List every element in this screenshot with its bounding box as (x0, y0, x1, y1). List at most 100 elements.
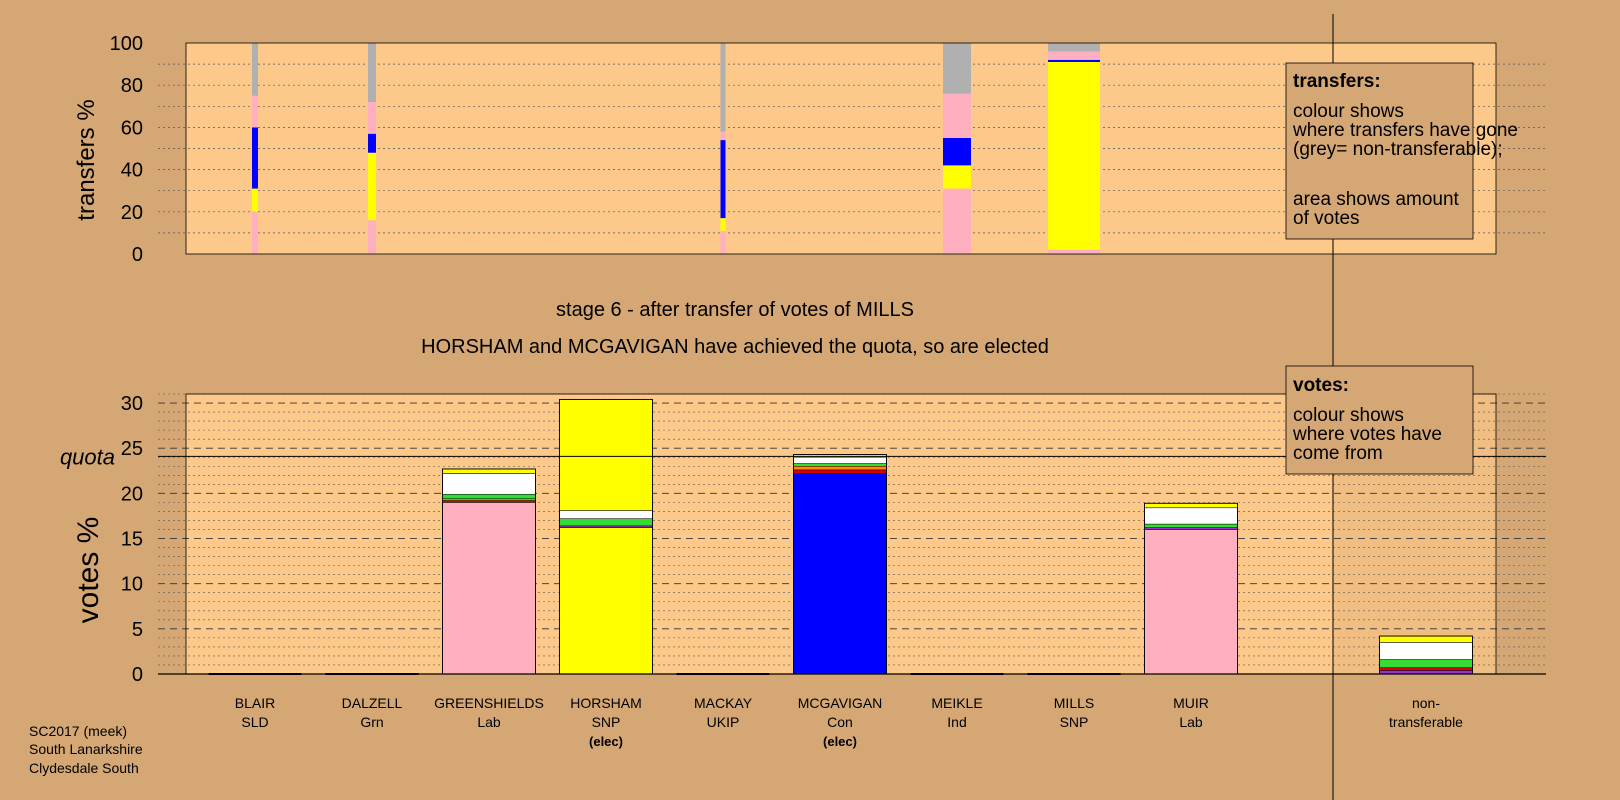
transfer-bar-segment-blair (252, 95, 258, 128)
transfer-bar-segment-dalzell (368, 152, 376, 221)
candidate-labels: BLAIR SLD DALZELL Grn GREENSHIELDS Lab HORSHAM… (235, 695, 1463, 749)
candidate-party: SLD (241, 714, 268, 730)
transfers-y-tick-label: 60 (121, 117, 143, 139)
votes-y-axis-label: votes % (72, 517, 105, 624)
vote-bar-segment-greenshields (442, 498, 536, 501)
transfer-bar-segment-meikle (943, 165, 971, 189)
transfer-bar-segment-dalzell (368, 102, 376, 134)
vote-bar-segment-non (1379, 659, 1473, 668)
transfer-bar-segment-dalzell (368, 220, 376, 254)
transfers-y-ticks: 0 20 40 60 80 100 (110, 33, 143, 266)
candidate-name: MUIR (1173, 695, 1209, 711)
votes-legend-text: colour shows where votes have come from (1292, 405, 1442, 464)
votes-y-tick-label: 20 (121, 483, 143, 505)
vote-bar-segment-non (1379, 667, 1473, 671)
votes-y-ticks: 0 5 10 15 20 25 30 (121, 393, 143, 686)
vote-bar-segment-mcgavigan (793, 466, 887, 471)
candidate-party: transferable (1389, 714, 1463, 730)
candidate-name: BLAIR (235, 695, 275, 711)
candidate-party: Ind (947, 714, 966, 730)
footer-line-1: SC2017 (meek) (29, 723, 127, 739)
votes-y-tick-label: 10 (121, 574, 143, 596)
transfer-bar-segment-mills (1048, 43, 1100, 52)
candidate-name: non- (1412, 695, 1440, 711)
vote-bar-segment-horsham (559, 527, 653, 675)
candidate-name: HORSHAM (570, 695, 642, 711)
transfers-bars (252, 43, 1100, 254)
quota-label: quota (60, 444, 115, 469)
transfers-y-tick-label: 80 (121, 75, 143, 97)
vote-bar-segment-muir (1144, 523, 1238, 528)
transfers-legend-text-2: area shows amount of votes (1293, 189, 1460, 229)
candidate-name: MCGAVIGAN (798, 695, 883, 711)
footer-line-2: South Lanarkshire (29, 741, 143, 757)
transfer-bar-segment-meikle (943, 43, 971, 94)
transfers-legend-box (1285, 62, 1474, 240)
transfer-bar-segment-blair (252, 211, 258, 254)
transfer-bar-segment-mackay (720, 218, 726, 231)
vote-bar-segment-muir (1144, 503, 1238, 509)
votes-y-tick-label: 30 (121, 393, 143, 415)
candidate-party: Con (827, 714, 853, 730)
transfers-y-axis-label: transfers % (73, 99, 100, 220)
transfer-bar-segment-mills (1048, 61, 1100, 250)
candidate-party: SNP (592, 714, 621, 730)
transfer-bar-segment-blair (252, 188, 258, 212)
vote-bar-segment-greenshields (442, 473, 536, 495)
candidate-name: DALZELL (342, 695, 403, 711)
vote-bar-segment-mcgavigan (793, 469, 887, 474)
candidate-party: Grn (360, 714, 383, 730)
votes-y-tick-label: 0 (132, 664, 143, 686)
transfer-bar-segment-blair (252, 43, 258, 96)
transfer-bar-segment-mackay (720, 140, 726, 219)
candidate-party: Lab (1179, 714, 1203, 730)
vote-bar-segment-horsham (559, 525, 653, 528)
transfer-bar-segment-dalzell (368, 43, 376, 103)
transfer-bar-segment-dalzell (368, 133, 376, 153)
transfers-legend-title: transfers: (1293, 71, 1381, 92)
candidate-name: MACKAY (694, 695, 753, 711)
votes-legend-title: votes: (1293, 375, 1349, 396)
vote-bar-segment-non (1379, 642, 1473, 660)
transfers-plot-frame (185, 42, 1497, 255)
transfers-legend-text: colour shows where transfers have gone (gr… (1292, 101, 1518, 160)
transfers-y-tick-label: 0 (132, 244, 143, 266)
candidate-name: GREENSHIELDS (434, 695, 544, 711)
transfer-bar-segment-meikle (943, 188, 971, 254)
votes-y-tick-label: 25 (121, 438, 143, 460)
transfers-y-tick-label: 100 (110, 33, 143, 55)
vote-bar-segment-greenshields (442, 494, 536, 500)
stage-title: stage 6 - after transfer of votes of MIL… (556, 299, 914, 321)
transfer-bar-segment-blair (252, 127, 258, 189)
vote-bar-segment-muir (1144, 529, 1238, 675)
vote-bar-segment-horsham (559, 510, 653, 519)
vote-bar-segment-mcgavigan (793, 473, 887, 675)
transfers-y-tick-label: 20 (121, 202, 143, 224)
vote-bar-segment-muir (1144, 527, 1238, 530)
transfer-bar-segment-mills (1048, 59, 1100, 62)
vote-bar-segment-mcgavigan (793, 456, 887, 464)
transfer-bar-segment-mackay (720, 131, 726, 141)
vote-bar-segment-greenshields (442, 500, 536, 503)
vote-bar-segment-horsham (559, 399, 653, 511)
vote-bar-segment-muir (1144, 507, 1238, 525)
transfer-bar-segment-meikle (943, 137, 971, 166)
votes-y-tick-label: 5 (132, 619, 143, 641)
stage-subtitle: HORSHAM and MCGAVIGAN have achieved the … (421, 336, 1049, 358)
transfer-bar-segment-mackay (720, 43, 726, 132)
votes-legend: votes: colour shows where votes have come … (1285, 365, 1474, 475)
vote-bar-segment-greenshields (442, 502, 536, 675)
vote-bar-segment-horsham (559, 518, 653, 527)
votes-legend-box (1285, 365, 1474, 475)
transfer-bar-segment-meikle (943, 93, 971, 138)
vote-bar-segment-mcgavigan (793, 463, 887, 467)
elected-marker: (elec) (589, 734, 623, 749)
vote-bar-segment-non (1379, 635, 1473, 643)
transfers-legend: transfers: colour shows where transfers h… (1285, 62, 1518, 240)
candidate-name: MILLS (1054, 695, 1094, 711)
transfer-bar-segment-mackay (720, 230, 726, 254)
candidate-name: MEIKLE (931, 695, 982, 711)
candidate-party: UKIP (707, 714, 740, 730)
votes-y-tick-label: 15 (121, 529, 143, 551)
